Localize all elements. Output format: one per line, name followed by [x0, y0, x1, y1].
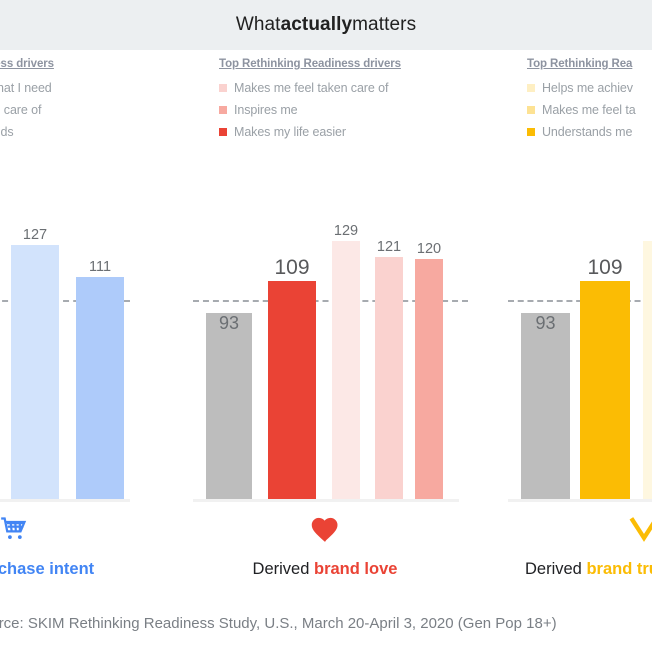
legend-title: Top Rethinking Rea — [527, 58, 633, 70]
legend-items: Helps me achiev Makes me feel ta Underst… — [527, 81, 636, 139]
legend-title: Top Rethinking Readiness drivers — [0, 58, 54, 70]
chart-brand-love: 93 109 129 121 120 — [193, 190, 468, 502]
legend-brand-love: Top Rethinking Readiness drivers Makes m… — [219, 58, 401, 147]
legend-item-label: Understands my needs — [0, 125, 14, 139]
legend-swatch-icon — [527, 128, 535, 136]
caption-brand-trust: Derived brand trust — [525, 560, 652, 579]
shopping-cart-icon — [0, 512, 36, 546]
bar-value-label: 121 — [376, 239, 402, 255]
reference-line — [193, 300, 468, 302]
caption-brand-love: Derived brand love — [205, 560, 445, 579]
caption-prefix: Derived — [252, 560, 314, 578]
caption-highlight: brand trust — [586, 560, 652, 578]
caption-purchase-intent: Derived purchase intent — [0, 560, 112, 579]
bar — [580, 281, 630, 499]
caption-prefix: Derived — [525, 560, 587, 578]
legend-item-label: Makes me feel taken care of — [0, 103, 42, 117]
bar — [206, 313, 252, 499]
legend-title: Top Rethinking Readiness drivers — [219, 58, 401, 70]
title-emphasis: actually — [280, 14, 353, 35]
bar-value-label: 109 — [587, 256, 623, 279]
legend-swatch-icon — [219, 84, 227, 92]
chart-brand-trust: 93 109 1 — [508, 190, 652, 502]
bar-value-label: 93 — [535, 313, 556, 333]
bar — [11, 245, 59, 499]
legend-item: Makes me feel taken care of — [219, 81, 401, 95]
axis-baseline — [508, 499, 652, 502]
legend-item-label: Makes my life easier — [234, 125, 346, 139]
legend-swatch-icon — [527, 84, 535, 92]
legend-item-label: Inspires me — [234, 103, 298, 117]
bar — [643, 241, 652, 499]
page-title: What actually matters — [0, 0, 652, 50]
legend-item-label: Understands me — [542, 125, 633, 139]
legend-items: Makes me feel taken care of Inspires me … — [219, 81, 401, 139]
legend-item: Inspires me — [219, 103, 401, 117]
legend-item: Understands me — [527, 125, 636, 139]
legend-swatch-icon — [219, 128, 227, 136]
bar — [521, 313, 570, 499]
bar — [332, 241, 360, 499]
caption-highlight: brand love — [314, 560, 398, 578]
legend-item-label: Makes me feel ta — [542, 103, 636, 117]
legend-brand-trust: Top Rethinking Rea Helps me achiev Makes… — [527, 58, 636, 147]
heart-icon — [303, 512, 347, 546]
bar — [76, 277, 124, 499]
source-footnote: Source: SKIM Rethinking Readiness Study,… — [0, 615, 557, 632]
legend-item: Makes me feel taken care of — [0, 103, 54, 117]
legend-item: Makes me feel ta — [527, 103, 636, 117]
legend-item-label: Helps me achieve what I need — [0, 81, 52, 95]
caption-highlight: purchase intent — [0, 560, 95, 578]
axis-baseline — [0, 499, 130, 502]
legend-items: Helps me achieve what I need Makes me fe… — [0, 81, 54, 139]
bar-value-label: 129 — [333, 223, 359, 239]
title-suffix: matters — [352, 14, 417, 35]
bar — [415, 259, 443, 499]
bar-value-label: 109 — [274, 256, 310, 279]
chart-purchase-intent: 130 127 111 — [0, 190, 130, 502]
legend-swatch-icon — [219, 106, 227, 114]
title-prefix: What — [235, 14, 281, 35]
legend-swatch-icon — [527, 106, 535, 114]
axis-baseline — [193, 499, 459, 502]
legend-item-label: Helps me achiev — [542, 81, 633, 95]
bar-value-label: 93 — [218, 313, 240, 333]
legend-item: Understands my needs — [0, 125, 54, 139]
legend-item: Helps me achiev — [527, 81, 636, 95]
legend-item: Makes my life easier — [219, 125, 401, 139]
title-band — [0, 0, 652, 50]
bar — [375, 257, 403, 499]
reference-line — [0, 300, 130, 302]
bar-value-label: 111 — [88, 259, 112, 275]
check-v-icon — [622, 512, 652, 546]
bar-value-label: 1 — [644, 223, 652, 239]
legend-item-label: Makes me feel taken care of — [234, 81, 389, 95]
legend-item: Helps me achieve what I need — [0, 81, 54, 95]
bar-value-label: 120 — [416, 241, 442, 257]
legend-purchase-intent: Top Rethinking Readiness drivers Helps m… — [0, 58, 54, 147]
bar — [268, 281, 316, 499]
bar-value-label: 127 — [22, 227, 48, 243]
